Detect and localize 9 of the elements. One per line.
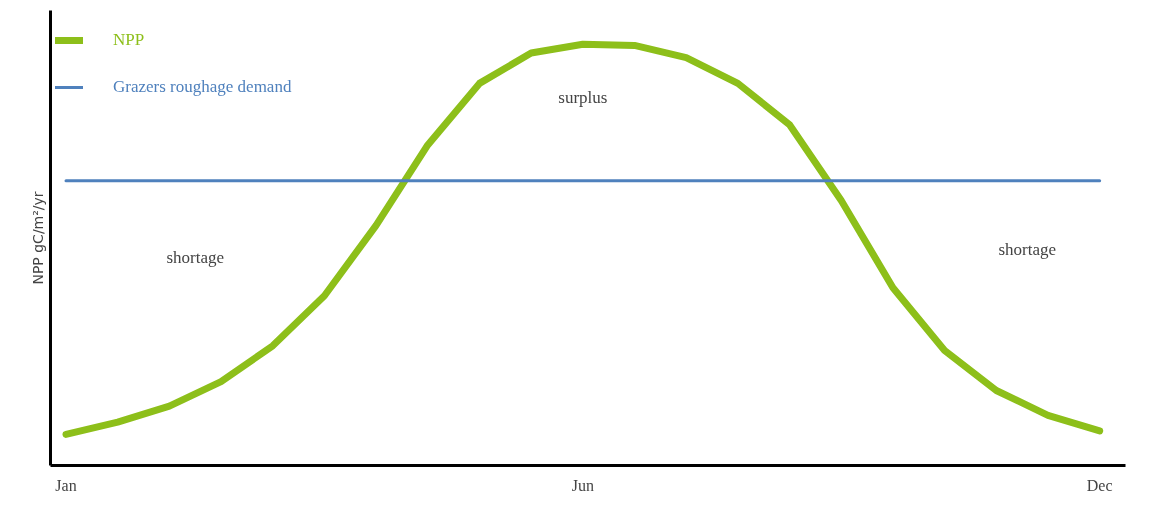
x-tick-label: Jun bbox=[571, 476, 594, 494]
x-tick-label: Dec bbox=[1086, 476, 1113, 494]
legend-label: NPP bbox=[113, 30, 145, 50]
annotation: shortage bbox=[166, 248, 225, 268]
legend-label: Grazers roughage demand bbox=[113, 77, 292, 97]
x-tick-label: Jan bbox=[55, 476, 77, 494]
annotation: shortage bbox=[998, 240, 1057, 260]
annotation: surplus bbox=[558, 88, 608, 108]
y-axis-title: NPP gC/m²/yr bbox=[29, 191, 46, 285]
